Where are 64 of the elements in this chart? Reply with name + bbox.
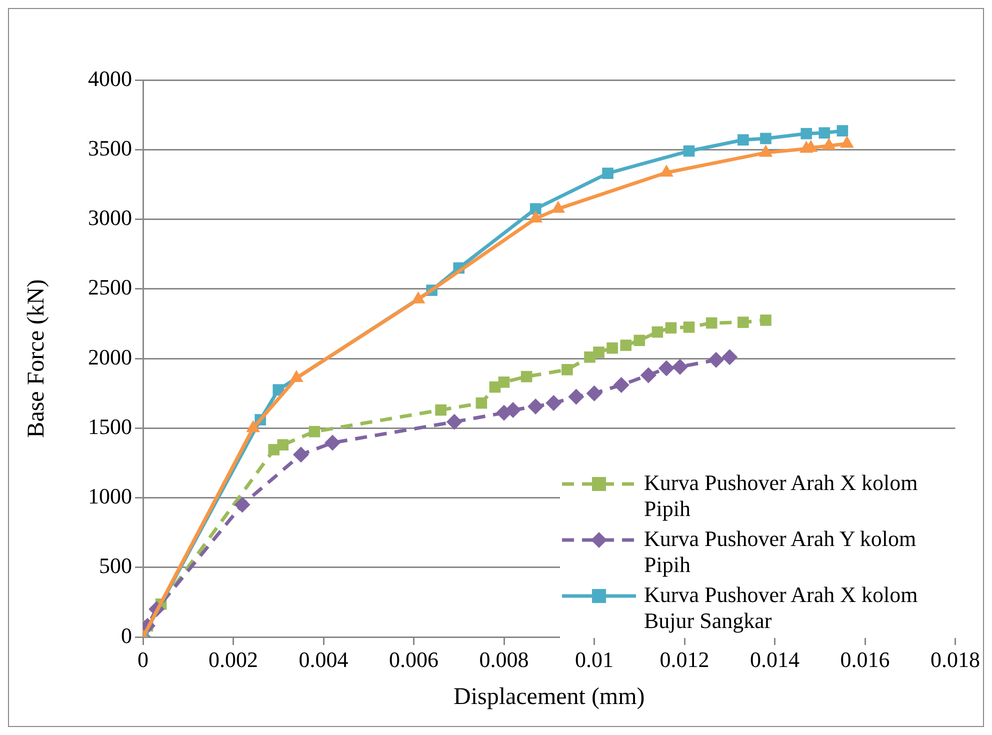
y-tick-label: 1000	[88, 484, 132, 509]
point	[683, 145, 695, 157]
point	[836, 125, 848, 136]
point	[738, 134, 749, 146]
point	[634, 334, 646, 346]
legend-label: Kurva Pushover Arah X kolom Bujur Sangkar	[644, 582, 919, 634]
y-tick-label: 500	[99, 553, 132, 578]
point	[586, 385, 602, 402]
point	[562, 364, 573, 376]
point	[706, 317, 718, 329]
point	[683, 322, 695, 333]
point	[602, 168, 614, 179]
point	[640, 367, 656, 384]
x-tick-label: 0.002	[208, 646, 258, 672]
legend-label: Kurva Pushover Arah Y kolom Pipih	[644, 526, 918, 578]
x-tick-label: 0.012	[660, 646, 710, 672]
x-tick-label: 0	[138, 646, 148, 672]
point	[308, 426, 320, 438]
point	[498, 376, 510, 388]
point	[520, 370, 532, 382]
point	[620, 340, 632, 351]
y-tick-label: 3000	[88, 205, 132, 230]
point	[277, 439, 289, 450]
point	[652, 326, 664, 338]
point	[708, 352, 724, 368]
point	[528, 398, 544, 415]
point	[505, 402, 522, 418]
point	[435, 404, 446, 416]
point	[665, 322, 677, 334]
y-tick-label: 2500	[88, 274, 132, 300]
y-tick-label: 0	[121, 622, 132, 648]
x-tick-label: 0.01	[575, 646, 614, 672]
point	[530, 203, 542, 214]
point	[613, 376, 630, 393]
x-tick-label: 0.008	[479, 646, 529, 672]
x-tick-label: 0.018	[930, 646, 980, 672]
point	[606, 342, 618, 354]
y-axis-title: Base Force (kN)	[24, 279, 50, 438]
point	[292, 446, 309, 463]
y-tick-label: 4000	[88, 66, 132, 91]
point	[324, 434, 341, 451]
x-axis-title: Displacement (mm)	[453, 684, 645, 710]
y-tick-label: 3500	[88, 135, 132, 160]
legend-label: Kurva Pushover Arah X kolom Pipih	[644, 470, 919, 522]
point	[476, 397, 488, 409]
y-tick-label: 1500	[88, 414, 132, 439]
point	[546, 395, 562, 412]
point	[722, 349, 738, 366]
point	[738, 316, 749, 328]
point	[818, 127, 830, 139]
x-tick-label: 0.014	[750, 646, 800, 672]
x-tick-label: 0.006	[389, 646, 438, 672]
point	[446, 414, 462, 430]
point	[593, 346, 604, 358]
point	[234, 496, 250, 513]
x-tick-label: 0.004	[298, 646, 348, 672]
point	[760, 132, 772, 144]
point	[658, 360, 674, 376]
point	[568, 388, 584, 405]
y-tick-label: 2000	[88, 344, 132, 370]
point	[760, 314, 772, 326]
point	[800, 128, 812, 140]
point	[672, 358, 688, 375]
x-tick-label: 0.016	[840, 646, 890, 672]
